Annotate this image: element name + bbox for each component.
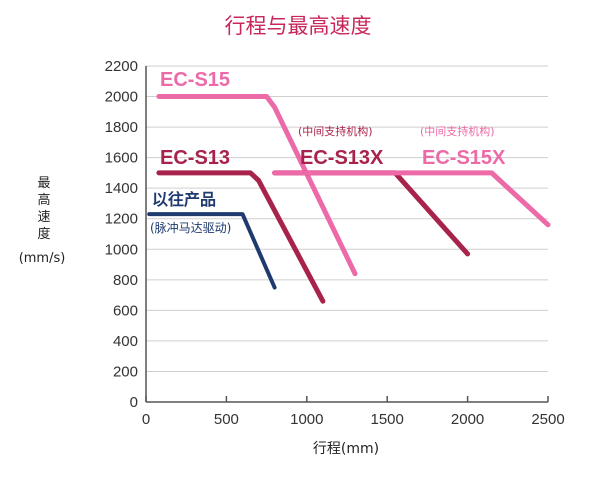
y-tick-labels: 0 200 400 600 800 1000 1200 1400 1600 1800 2000 220… [105, 58, 138, 411]
series-label-ec-s15: EC-S15 [160, 69, 230, 91]
series-line-5 [147, 212, 277, 290]
y-axis-label-char-3: 速 [37, 210, 50, 225]
y-axis-label-char-2: 高 [37, 192, 50, 208]
series-note-ec-s15x: (中间支持机构) [420, 124, 495, 138]
x-tick-label: 0 [142, 411, 150, 428]
series-label-legacy: 以往产品 [152, 190, 216, 209]
series-label-ec-s15x: EC-S15X [422, 147, 506, 169]
series-note-ec-s13x: (中间支持机构) [298, 124, 373, 138]
y-axis-label-char-4: 度 [37, 226, 50, 242]
series-label-ec-s13x: EC-S13X [300, 147, 384, 169]
x-tick-labels: 0 500 1000 1500 2000 2500 [142, 411, 565, 428]
x-tick-label: 500 [214, 411, 239, 428]
series-label-ec-s13: EC-S13 [160, 147, 230, 169]
y-axis-label: 最 高 速 度 (mm/s) [19, 176, 66, 266]
y-tick-label: 400 [113, 333, 138, 350]
y-tick-label: 0 [130, 394, 138, 411]
y-tick-label: 200 [113, 363, 138, 380]
grid [146, 65, 548, 372]
y-tick-label: 1800 [105, 119, 138, 136]
series-line-1 [156, 94, 358, 277]
y-axis-label-char-1: 最 [37, 176, 50, 191]
y-tick-label: 1000 [105, 241, 138, 258]
y-tick-label: 2000 [105, 89, 138, 106]
y-tick-label: 2200 [105, 58, 138, 75]
axes [145, 66, 549, 403]
y-tick-label: 1400 [105, 180, 138, 197]
series-line-4 [272, 170, 551, 228]
x-tick-label: 2500 [531, 411, 564, 428]
series-note-legacy: (脉冲马达驱动) [150, 220, 231, 235]
x-tick-label: 2000 [451, 411, 484, 428]
x-axis-label: 行程(mm) [313, 441, 379, 457]
chart-title: 行程与最高速度 [225, 14, 372, 38]
y-tick-label: 600 [113, 302, 138, 319]
y-axis-label-unit: (mm/s) [19, 251, 66, 266]
series-line-3 [272, 170, 471, 257]
x-tick-label: 1000 [290, 411, 323, 428]
y-tick-label: 1600 [105, 150, 138, 167]
series-line-2 [156, 170, 326, 304]
series-lines [147, 94, 551, 304]
y-tick-label: 1200 [105, 211, 138, 228]
y-tick-label: 800 [113, 272, 138, 289]
x-tick-label: 1500 [371, 411, 404, 428]
